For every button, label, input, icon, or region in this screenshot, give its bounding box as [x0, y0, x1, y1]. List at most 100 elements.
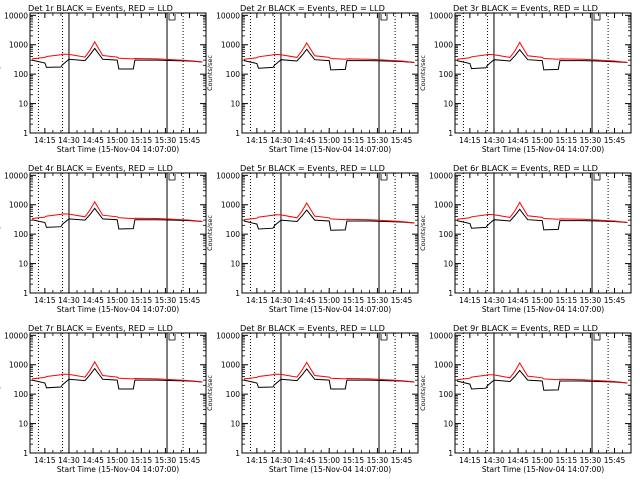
chart-panel-det-6: 1 10 100 1000 10000 14:15 14:30 14:45 15:00 15:15… — [419, 163, 632, 314]
x-tick-label: 15:45 — [391, 296, 413, 305]
x-tick-label: 15:30 — [155, 136, 177, 145]
y-tick-label: 1 — [448, 289, 453, 298]
x-tick-label: 15:30 — [155, 296, 177, 305]
plot-frame — [241, 12, 419, 134]
x-tick-label: 14:45 — [82, 456, 104, 465]
series-line-events — [31, 367, 203, 390]
x-axis-label: Start Time (15-Nov-04 14:07:00) — [269, 305, 391, 314]
x-tick-label: 15:30 — [367, 456, 389, 465]
x-tick-label: 14:45 — [507, 456, 529, 465]
chart-panel-det-4: 1 10 100 1000 10000 14:15 14:30 14:45 15:00 15:15… — [0, 163, 207, 314]
x-tick-label: 14:45 — [294, 296, 316, 305]
x-tick-label: 15:00 — [106, 296, 128, 305]
x-tick-label: 15:15 — [342, 136, 364, 145]
series-line-lld — [456, 201, 628, 223]
x-tick-label: 14:30 — [58, 296, 80, 305]
y-tick-label: 1000 — [9, 201, 28, 210]
y-tick-label: 1 — [235, 449, 240, 458]
y-axis-label: Counts/sec — [206, 55, 214, 91]
x-tick-label: 15:15 — [130, 136, 152, 145]
segment-marker — [380, 14, 388, 21]
x-tick-label: 15:30 — [155, 456, 177, 465]
y-tick-label: 1 — [23, 449, 28, 458]
x-tick-label: 14:45 — [82, 136, 104, 145]
plot-frame — [454, 332, 632, 454]
chart-panel-det-1: 1 10 100 1000 10000 14:15 14:30 14:45 15:00 15:15… — [0, 3, 207, 154]
y-tick-label: 10000 — [4, 331, 28, 340]
series-line-events — [456, 48, 628, 71]
chart-title: Det 9r BLACK = Events, RED = LLD — [453, 323, 598, 333]
x-tick-label: 15:00 — [318, 296, 340, 305]
x-tick-label: 14:45 — [82, 296, 104, 305]
x-tick-label: 14:15 — [34, 296, 56, 305]
x-tick-label: 15:00 — [531, 456, 553, 465]
y-tick-label: 1000 — [434, 361, 453, 370]
x-tick-label: 15:15 — [342, 456, 364, 465]
y-tick-label: 100 — [439, 390, 454, 399]
x-tick-label: 15:45 — [179, 136, 201, 145]
y-tick-label: 1 — [235, 289, 240, 298]
series-line-lld — [243, 42, 415, 63]
plot-frame — [454, 12, 632, 134]
x-axis-label: Start Time (15-Nov-04 14:07:00) — [269, 145, 391, 154]
y-tick-label: 1 — [23, 129, 28, 138]
y-tick-label: 1 — [235, 129, 240, 138]
series-line-lld — [31, 360, 203, 383]
x-tick-label: 14:30 — [270, 456, 292, 465]
y-tick-label: 100 — [439, 70, 454, 79]
y-tick-label: 10000 — [216, 331, 240, 340]
segment-marker — [380, 334, 388, 341]
series-line-lld — [31, 200, 203, 222]
y-tick-label: 1000 — [221, 41, 240, 50]
x-tick-label: 14:30 — [58, 136, 80, 145]
x-tick-label: 14:30 — [483, 296, 505, 305]
chart-panel-det-8: 1 10 100 1000 10000 14:15 14:30 14:45 15:00 15:15… — [206, 323, 419, 474]
x-tick-label: 15:00 — [106, 136, 128, 145]
y-axis-label: Counts/sec — [206, 215, 214, 251]
x-tick-label: 14:15 — [246, 136, 268, 145]
segment-marker — [593, 334, 601, 341]
y-tick-label: 10 — [443, 260, 453, 269]
x-axis-label: Start Time (15-Nov-04 14:07:00) — [57, 465, 179, 474]
y-tick-label: 10 — [443, 100, 453, 109]
plot-frame — [29, 332, 207, 454]
y-tick-label: 1000 — [434, 41, 453, 50]
y-tick-label: 100 — [439, 230, 454, 239]
series-line-lld — [31, 40, 203, 63]
y-tick-label: 10000 — [216, 171, 240, 180]
y-tick-label: 100 — [14, 390, 29, 399]
y-tick-label: 100 — [14, 230, 29, 239]
y-axis-label: Counts/sec — [419, 215, 427, 251]
x-tick-label: 14:45 — [507, 136, 529, 145]
y-tick-label: 10000 — [429, 331, 453, 340]
plot-frame — [454, 172, 632, 294]
x-tick-label: 14:30 — [58, 456, 80, 465]
y-axis-label: Counts/sec — [0, 55, 2, 91]
series-line-lld — [456, 41, 628, 63]
segment-marker — [593, 174, 601, 181]
x-axis-label: Start Time (15-Nov-04 14:07:00) — [482, 145, 604, 154]
y-tick-label: 1 — [23, 289, 28, 298]
x-tick-label: 14:45 — [294, 136, 316, 145]
y-tick-label: 10 — [230, 100, 240, 109]
segment-marker — [168, 14, 176, 21]
x-tick-label: 14:15 — [34, 456, 56, 465]
x-tick-label: 14:15 — [34, 136, 56, 145]
x-tick-label: 15:15 — [555, 456, 577, 465]
y-tick-label: 10000 — [4, 171, 28, 180]
y-tick-label: 1000 — [9, 361, 28, 370]
plot-frame — [29, 12, 207, 134]
chart-panel-det-3: 1 10 100 1000 10000 14:15 14:30 14:45 15:00 15:15… — [419, 3, 632, 154]
y-tick-label: 10 — [230, 420, 240, 429]
x-tick-label: 15:45 — [179, 296, 201, 305]
x-tick-label: 14:45 — [294, 456, 316, 465]
plot-frame — [241, 332, 419, 454]
y-tick-label: 1000 — [221, 361, 240, 370]
y-tick-label: 100 — [226, 390, 241, 399]
x-tick-label: 15:30 — [367, 136, 389, 145]
y-tick-label: 10000 — [216, 11, 240, 20]
chart-title: Det 4r BLACK = Events, RED = LLD — [28, 163, 173, 173]
x-tick-label: 15:00 — [106, 456, 128, 465]
segment-marker — [593, 14, 601, 21]
